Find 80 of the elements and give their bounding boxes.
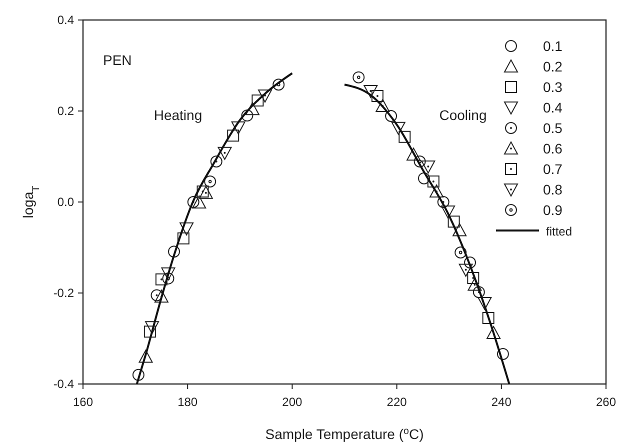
legend-label: 0.9 [543,202,563,218]
point [144,326,156,338]
point [376,98,390,112]
legend-label: 0.8 [543,182,563,198]
x-tick-label: 260 [596,395,616,409]
legend-label: 0.5 [543,120,563,136]
point [421,160,436,174]
y-tick-label: -0.2 [53,286,74,300]
point [371,90,384,102]
point [467,272,480,284]
point [452,223,467,236]
point [418,172,430,184]
annotation: Cooling [439,107,487,123]
point [406,148,421,161]
point [486,326,501,340]
legend-label: 0.2 [543,58,563,74]
line-series [344,84,510,385]
point [138,350,153,363]
point [454,246,467,258]
point [398,130,411,143]
annotation: Heating [154,107,202,123]
point [241,110,254,122]
line-series [136,72,294,385]
point [352,71,365,84]
point [218,146,232,160]
point [252,94,264,107]
point [441,206,456,219]
point [468,278,482,291]
point [192,195,206,208]
point [458,264,473,277]
point [391,122,406,135]
point [155,273,168,286]
x-tick-label: 180 [178,395,198,409]
point [496,348,509,360]
x-axis-title: Sample Temperature ($^{o}$C) [265,426,424,442]
point [427,176,440,188]
y-tick-label: 0.0 [57,195,74,209]
legend-label: 0.4 [543,100,563,116]
point [482,312,494,324]
legend-label: fitted [546,224,572,238]
legend-label: 0.1 [543,38,563,54]
point [180,222,194,236]
point [204,176,216,188]
point [430,184,444,198]
point [154,290,168,303]
point [150,289,163,302]
y-tick-label: 0.4 [57,13,74,27]
point [258,90,272,103]
point [196,186,209,198]
point [161,267,176,280]
point [168,246,180,258]
point [385,110,398,122]
x-tick-label: 200 [282,395,303,409]
point [478,297,492,310]
annotation: PEN [103,52,132,68]
point [145,321,160,334]
point [448,216,460,228]
point [364,84,378,98]
x-tick-label: 240 [491,395,512,409]
point [198,186,213,199]
legend-label: 0.7 [543,161,563,177]
point [227,130,240,142]
point [272,78,285,91]
point [245,102,260,116]
point [177,232,190,244]
point [210,156,222,168]
point [187,196,200,208]
point [231,121,246,134]
y-tick-label: 0.2 [57,104,74,118]
x-tick-label: 220 [386,395,408,409]
x-tick-label: 160 [72,395,94,409]
y-tick-label: -0.4 [53,377,74,391]
point [414,156,426,168]
point [472,286,485,298]
point [162,272,174,284]
legend-label: 0.6 [543,140,563,156]
legend-label: 0.3 [543,79,563,95]
point [132,368,144,381]
point [437,196,450,208]
point [464,256,476,269]
